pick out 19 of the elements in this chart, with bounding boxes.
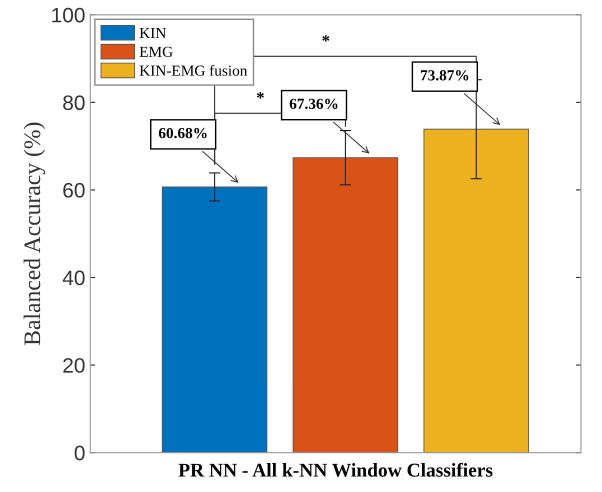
y-tick-label: 0 (74, 446, 85, 460)
data-label: 73.87% (420, 70, 468, 81)
annotation: * (256, 92, 264, 98)
y-axis-title: Balanced Accuracy (%) (24, 122, 46, 346)
y-tick-label: 60 (63, 182, 85, 198)
y-tick-label: 40 (62, 270, 85, 286)
y-tick-label: 80 (63, 95, 85, 110)
x-axis-title: PR NN - All k-NN Window Classifiers (178, 462, 493, 477)
bar (162, 186, 268, 453)
legend-label: EMG (140, 46, 173, 57)
data-label: 67.36% (290, 98, 338, 110)
legend-label: KIN (140, 28, 166, 38)
data-label: 60.68% (158, 128, 207, 138)
y-tick-label: 20 (63, 358, 85, 373)
bar (424, 128, 530, 453)
legend-label: KIN-EMG fusion (140, 64, 248, 76)
annotation: * (322, 35, 330, 42)
bar (292, 157, 398, 453)
y-tick-label: 100 (52, 8, 85, 23)
